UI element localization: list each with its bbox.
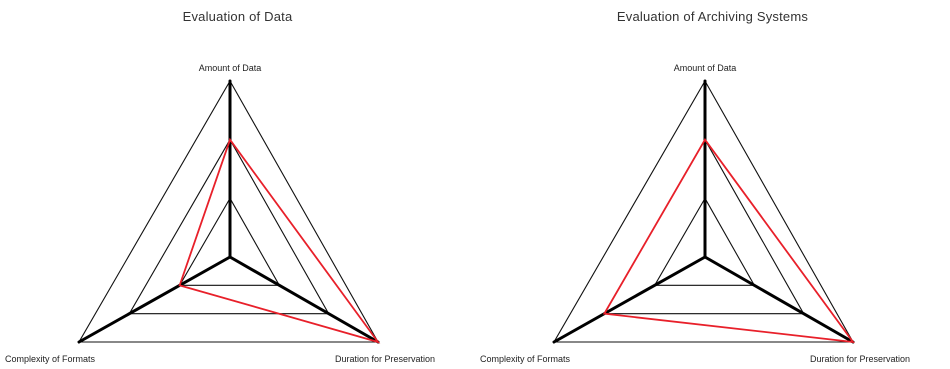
axis-spoke [77,255,232,344]
chart-title: Evaluation of Data [182,9,293,24]
axis-label: Amount of Data [674,63,737,73]
axis-label: Duration for Preservation [335,354,435,364]
data-series-polygon [602,138,855,344]
grid-level-3 [553,79,854,343]
axis-label: Complexity of Formats [5,354,96,364]
axis-label: Amount of Data [199,63,262,73]
chart-archiving-evaluation: Evaluation of Archiving Systems Amount o… [475,0,950,369]
axis-label: Complexity of Formats [480,354,571,364]
grid-level-1 [178,197,281,286]
axis-spoke [703,255,855,344]
chart-title: Evaluation of Archiving Systems [616,9,809,24]
radar-chart: Amount of Data Duration for Preservation C… [480,63,910,364]
axis-spoke [228,255,380,344]
radar-chart: Amount of Data Duration for Preservation C… [5,63,435,364]
grid-level-2 [128,138,330,315]
data-series-polygon [178,137,381,344]
grid-level-1 [653,197,756,286]
grid-level-3 [78,79,379,343]
chart-data-evaluation: Evaluation of Data Amount of Data Duratio… [5,9,435,364]
axis-spoke [552,255,707,344]
axis-label: Duration for Preservation [810,354,910,364]
